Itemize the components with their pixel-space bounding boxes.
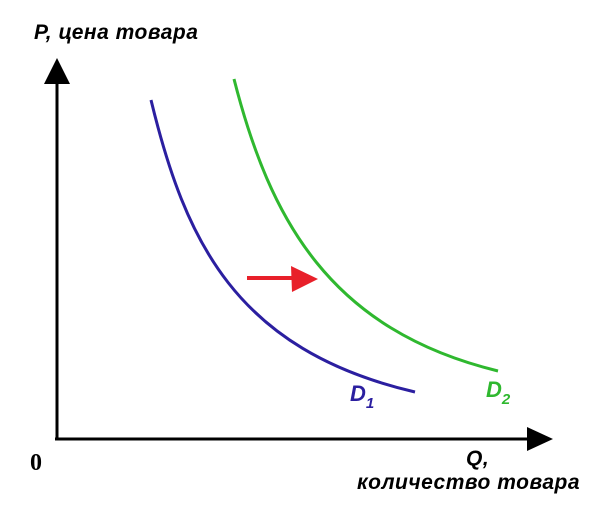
shift-arrow-head bbox=[291, 266, 318, 292]
x-axis-arrowhead bbox=[527, 427, 553, 451]
curve-label-d2: D2 bbox=[486, 377, 511, 408]
x-axis-label-text: количество товара bbox=[357, 471, 580, 494]
y-axis-label: P, цена товара bbox=[34, 21, 198, 44]
x-axis-label-symbol: Q, bbox=[466, 447, 489, 470]
curve-label-d1-letter: D bbox=[350, 381, 366, 406]
y-axis-arrowhead bbox=[44, 58, 70, 84]
origin-label: 0 bbox=[30, 450, 42, 476]
curve-label-d1: D1 bbox=[350, 381, 374, 412]
curve-label-d2-subscript: 2 bbox=[501, 391, 511, 408]
demand-curve-d2 bbox=[232, 78, 499, 373]
curve-label-d2-letter: D bbox=[486, 377, 502, 402]
curve-label-d1-subscript: 1 bbox=[366, 395, 374, 412]
demand-curve-d1 bbox=[149, 99, 416, 394]
